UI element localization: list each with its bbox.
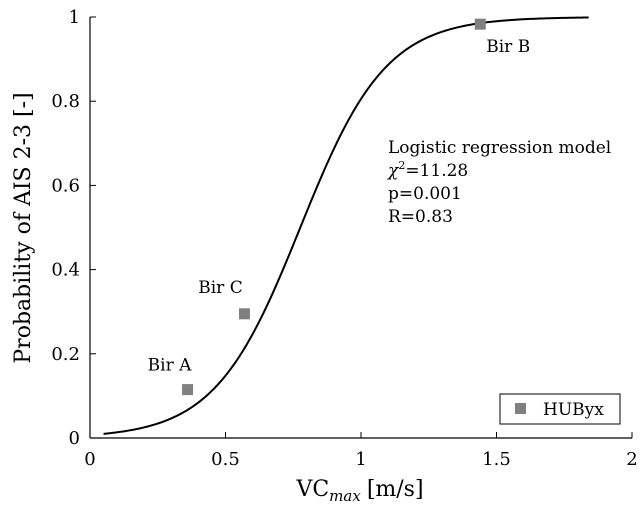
y-tick-label: 0 <box>69 428 80 449</box>
annotation-chi-exponent: 2 <box>398 159 405 172</box>
points-layer: Bir A Bir C Bir B <box>148 18 530 396</box>
x-tick-label: 0 <box>84 449 95 470</box>
logistic-curve <box>103 16 589 435</box>
annotation-p-value: p=0.001 <box>388 184 462 204</box>
annotation-chi-symbol: χ <box>387 161 400 181</box>
y-tick-label: 0.4 <box>51 260 80 281</box>
legend-label: HUByx <box>543 400 604 420</box>
x-axis-label-subscript: max <box>329 487 361 505</box>
data-point <box>474 18 486 30</box>
data-point <box>182 384 194 396</box>
point-label: Bir C <box>198 278 242 298</box>
legend: HUByx <box>499 393 621 425</box>
x-tick-label: 1 <box>355 449 366 470</box>
curve-layer <box>103 16 589 435</box>
x-axis-label: VCmax [m/s] <box>295 477 423 505</box>
ticks: 0 0.5 1 1.5 2 0 0.2 0.4 0.6 0.8 1 <box>51 7 637 470</box>
legend-marker <box>515 403 526 414</box>
annotation-chi-square: χ2=11.28 <box>387 159 468 181</box>
annotation-r-value: R=0.83 <box>388 207 453 227</box>
x-tick-label: 0.5 <box>211 449 240 470</box>
y-axis-label: Probability of AIS 2-3 [-] <box>11 92 36 363</box>
model-annotation: Logistic regression model χ2=11.28 p=0.0… <box>387 138 611 227</box>
y-tick-label: 1 <box>69 7 80 28</box>
x-axis-label-main: VC <box>295 477 329 502</box>
annotation-chi-value: =11.28 <box>405 161 468 181</box>
x-tick-label: 2 <box>626 449 637 470</box>
point-label: Bir A <box>148 356 192 376</box>
x-tick-label: 1.5 <box>482 449 511 470</box>
point-label: Bir B <box>486 37 530 57</box>
y-tick-label: 0.8 <box>51 91 80 112</box>
data-point <box>238 308 250 320</box>
annotation-title: Logistic regression model <box>388 138 611 158</box>
y-tick-label: 0.2 <box>51 344 80 365</box>
x-axis-label-unit: [m/s] <box>367 477 424 502</box>
legend-box <box>499 393 621 425</box>
y-tick-label: 0.6 <box>51 175 80 196</box>
